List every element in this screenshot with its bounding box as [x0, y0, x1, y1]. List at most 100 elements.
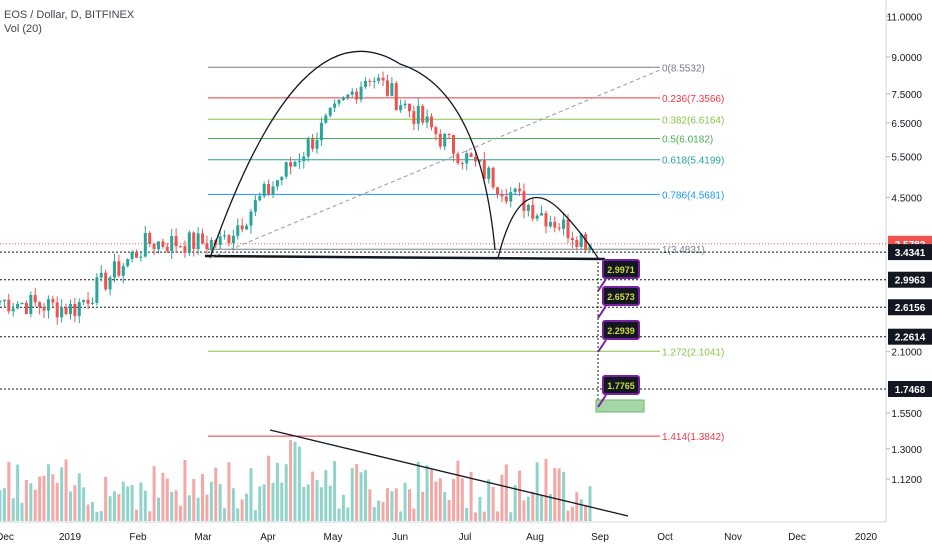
- y-tick-label: 11.0000: [887, 12, 923, 23]
- candle-body: [478, 159, 482, 162]
- candle-body: [271, 186, 275, 195]
- candle-body: [584, 234, 588, 251]
- fib-level-label: 1.272(2.1041): [662, 347, 724, 358]
- volume-bar: [416, 461, 420, 521]
- volume-bar: [68, 491, 72, 521]
- price-badge-label: 2.2614: [895, 333, 926, 344]
- candle-body: [557, 227, 561, 229]
- volume-bar: [407, 489, 411, 521]
- candle-body: [42, 307, 46, 311]
- chart-header: EOS / Dollar, D, BITFINEX Vol (20): [4, 8, 134, 36]
- candle-body: [562, 219, 566, 229]
- volume-bar: [293, 441, 297, 521]
- volume-bar: [55, 483, 59, 521]
- candle-body: [289, 162, 293, 167]
- volume-bar: [139, 482, 143, 521]
- volume-bar: [377, 500, 381, 521]
- candle-body: [504, 196, 508, 202]
- candle-body: [11, 308, 15, 312]
- callout-box: [602, 259, 640, 279]
- candle-body: [275, 180, 279, 187]
- candle-body: [55, 302, 59, 318]
- volume-bar: [117, 494, 121, 521]
- x-tick-label: Apr: [260, 532, 276, 543]
- x-tick-label: Oct: [657, 532, 673, 543]
- volume-bar: [368, 489, 372, 521]
- volume-bar: [478, 496, 482, 521]
- callout-box: [602, 320, 640, 340]
- volume-indicator-label[interactable]: Vol (20): [4, 23, 42, 35]
- handle-arc: [497, 196, 599, 259]
- volume-bar: [29, 483, 33, 521]
- candle-body: [73, 303, 77, 316]
- candle-body: [350, 91, 354, 95]
- candle-body: [337, 99, 341, 104]
- volume-bar: [319, 487, 323, 521]
- volume-bar: [425, 465, 429, 521]
- candle-body: [535, 215, 539, 219]
- volume-bar: [205, 494, 209, 521]
- volume-bar: [46, 464, 50, 521]
- candle-body: [16, 304, 20, 309]
- x-tick-label: Aug: [526, 532, 544, 543]
- candle-body: [38, 302, 42, 308]
- volume-bar: [297, 446, 301, 521]
- candle-body: [227, 235, 231, 244]
- volume-bar: [562, 471, 566, 521]
- volume-bar: [372, 507, 376, 521]
- candle-body: [29, 294, 33, 315]
- price-badge-label: 3.4341: [895, 248, 926, 259]
- volume-bar: [20, 502, 24, 521]
- volume-bar: [42, 475, 46, 521]
- volume-bar: [73, 485, 77, 521]
- candle-body: [46, 299, 50, 311]
- volume-bar: [363, 470, 367, 521]
- volume-bar: [201, 474, 205, 521]
- candle-body: [201, 233, 205, 244]
- price-badge: [888, 271, 932, 288]
- volume-bar: [496, 511, 500, 521]
- price-badge: [888, 244, 932, 261]
- x-tick-label: Jul: [459, 532, 472, 543]
- candle-body: [452, 134, 456, 154]
- volume-bar: [557, 468, 561, 521]
- fib-level-label: 0.786(4.5681): [662, 190, 724, 201]
- candle-body: [540, 213, 544, 216]
- candle-body: [412, 111, 416, 124]
- candle-body: [496, 187, 500, 195]
- candle-body: [104, 272, 108, 290]
- candle-body: [575, 240, 579, 247]
- volume-bar: [346, 507, 350, 521]
- candle-body: [355, 91, 359, 100]
- volume-bar: [535, 462, 539, 521]
- x-tick-label: 2020: [855, 532, 878, 543]
- candle-body: [99, 272, 103, 278]
- volume-bar: [148, 511, 152, 521]
- volume-bar: [95, 511, 99, 521]
- price-badge-label: 2.6156: [895, 303, 926, 314]
- y-tick-label: 1.3000: [891, 445, 922, 456]
- volume-bar: [584, 504, 588, 521]
- candle-body: [143, 233, 147, 257]
- volume-bar: [474, 512, 478, 521]
- candle-body: [293, 161, 297, 167]
- x-tick-label: Mar: [194, 532, 212, 543]
- candle-body: [500, 194, 504, 197]
- candle-body: [174, 236, 178, 247]
- volume-bar: [355, 464, 359, 521]
- volume-bar: [337, 508, 341, 521]
- volume-bar: [152, 466, 156, 521]
- volume-bar: [280, 482, 284, 521]
- volume-bar: [500, 474, 504, 521]
- candle-body: [553, 221, 557, 228]
- volume-bar: [11, 498, 15, 521]
- candle-body: [311, 139, 315, 149]
- candle-body: [82, 299, 86, 303]
- candle-body: [531, 204, 535, 219]
- trend-dashed-line: [209, 69, 661, 259]
- candle-body: [240, 225, 244, 230]
- candle-body: [245, 225, 249, 230]
- symbol-title: EOS / Dollar, D, BITFINEX: [4, 9, 135, 21]
- price-badge: [888, 299, 932, 316]
